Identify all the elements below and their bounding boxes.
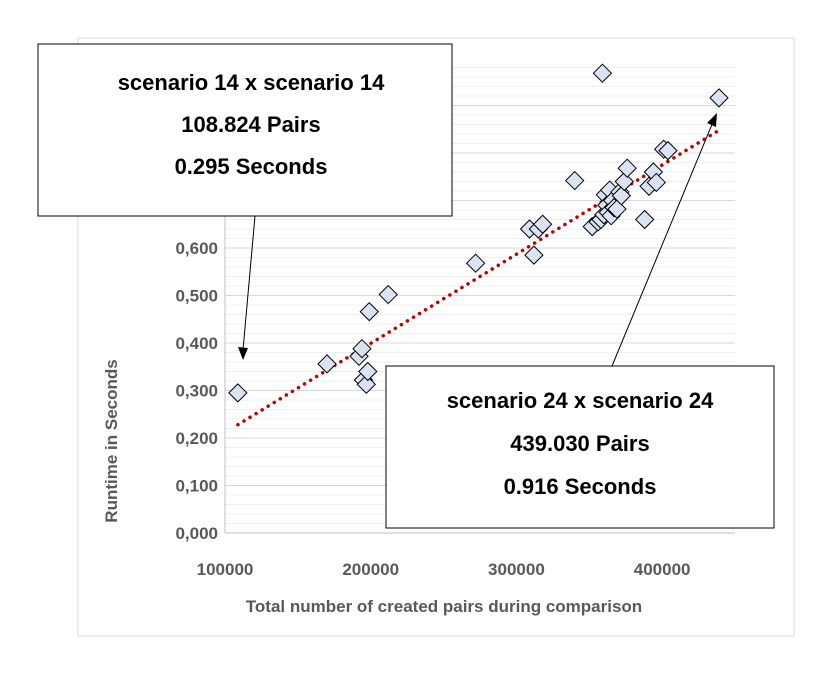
trendline-layer — [236, 128, 721, 427]
callout-left-line-2: 108.824 Pairs — [181, 112, 320, 137]
data-point — [611, 186, 632, 206]
callout-right-line-2: 439.030 Pairs — [510, 431, 649, 456]
callout-left-line-1: scenario 14 x scenario 14 — [118, 70, 385, 95]
data-point — [378, 284, 398, 305]
callout-box-left — [37, 43, 453, 217]
data-point — [614, 171, 634, 192]
data-point — [658, 140, 678, 161]
data-point — [465, 253, 486, 273]
y-tick-label: 0,500 — [175, 287, 218, 306]
callout-scenario-24: scenario 24 x scenario 24 439.030 Pairs … — [385, 113, 775, 529]
data-point — [356, 374, 377, 395]
callout-right-line-3: 0.916 Seconds — [504, 474, 657, 499]
y-tick-label: 0,100 — [175, 477, 218, 496]
callout-scenario-14: scenario 14 x scenario 14 108.824 Pairs … — [37, 43, 453, 360]
data-point — [352, 338, 372, 359]
y-tick-label: 0,200 — [175, 429, 218, 448]
data-point — [646, 172, 667, 193]
x-tick-labels: 100000 200000 300000 400000 — [197, 560, 691, 579]
data-point — [634, 209, 655, 230]
data-point — [709, 88, 729, 108]
x-tick-label: 200000 — [342, 560, 399, 579]
data-point — [565, 170, 585, 191]
callout-arrowhead-left — [238, 347, 248, 360]
data-point — [524, 245, 544, 265]
data-point — [228, 383, 248, 403]
callout-arrow-left — [242, 215, 256, 351]
y-tick-label: 0,600 — [175, 239, 218, 258]
callout-right-line-1: scenario 24 x scenario 24 — [447, 388, 714, 413]
y-tick-labels: 0,000 0,100 0,200 0,300 0,400 0,500 0,600 — [175, 239, 218, 543]
data-point — [592, 63, 613, 83]
data-point — [617, 158, 637, 178]
y-axis-title: Runtime in Seconds — [102, 359, 121, 522]
callout-arrow-right — [611, 121, 714, 367]
x-tick-label: 400000 — [634, 560, 691, 579]
data-point — [317, 354, 337, 374]
data-point — [358, 361, 378, 382]
x-axis-title: Total number of created pairs during com… — [246, 597, 642, 616]
callout-left-line-3: 0.295 Seconds — [175, 154, 328, 179]
callout-arrowhead-right — [707, 113, 717, 127]
data-points — [228, 63, 729, 403]
trendline — [236, 128, 721, 427]
y-tick-label: 0,300 — [175, 382, 218, 401]
callout-box-right — [385, 365, 775, 529]
x-tick-label: 100000 — [197, 560, 254, 579]
y-tick-label: 0,400 — [175, 334, 218, 353]
data-point — [532, 214, 553, 234]
x-tick-label: 300000 — [488, 560, 545, 579]
data-point — [359, 301, 379, 322]
y-tick-label: 0,000 — [175, 524, 218, 543]
